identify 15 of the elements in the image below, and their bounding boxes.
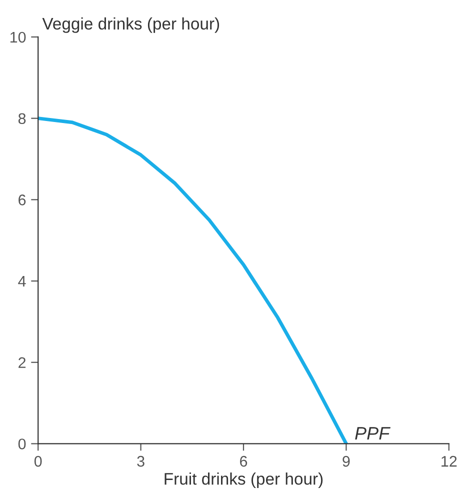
y-tick-label: 6 [18, 194, 26, 206]
x-tick-label: 12 [442, 456, 457, 467]
y-tick-label: 2 [18, 357, 26, 368]
y-axis-title: Veggie drinks (per hour) [42, 17, 220, 33]
annotation: PPF [355, 427, 390, 440]
y-tick-label: 10 [10, 32, 26, 43]
y-tick-label: 8 [18, 113, 26, 124]
x-tick-label: 3 [137, 456, 144, 467]
line-series [38, 116, 348, 444]
x-axis-title: Fruit drinks (per hour) [164, 472, 323, 488]
x-tick-label: 6 [240, 456, 248, 467]
y-tick-label: 4 [18, 276, 26, 287]
y-tick-label: 0 [18, 438, 26, 450]
x-tick-label: 0 [34, 456, 42, 467]
x-tick-label: 9 [342, 456, 350, 467]
